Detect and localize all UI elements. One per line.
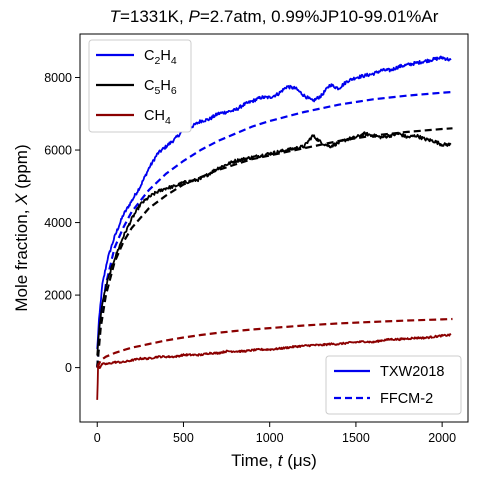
series-line bbox=[96, 55, 452, 350]
legend-subscript: 4 bbox=[171, 55, 177, 67]
legend-label: FFCM-2 bbox=[380, 391, 433, 407]
text-part: P bbox=[188, 7, 200, 26]
series-line bbox=[96, 317, 453, 369]
legend-subscript: 4 bbox=[165, 115, 171, 127]
y-tick-label: 2000 bbox=[44, 289, 72, 303]
y-tick-label: 0 bbox=[65, 361, 72, 375]
legend-label-part: H bbox=[160, 78, 170, 94]
x-axis-label: Time, t (μs) bbox=[231, 451, 317, 470]
series-line bbox=[96, 127, 453, 368]
text-part: X bbox=[12, 193, 31, 206]
y-tick-label: 6000 bbox=[44, 144, 72, 158]
x-tick-label: 1500 bbox=[342, 431, 370, 445]
series-layer bbox=[96, 55, 453, 400]
legend-label: C5H6 bbox=[144, 78, 177, 97]
legend-subscript: 5 bbox=[154, 85, 160, 97]
plot-frame bbox=[79, 33, 469, 423]
y-tick-label: 4000 bbox=[44, 216, 72, 230]
text-part: t bbox=[278, 451, 284, 470]
legend-label: C2H4 bbox=[144, 48, 177, 67]
text-part: (μs) bbox=[282, 451, 316, 470]
species-legend-frame bbox=[88, 39, 192, 133]
series-line bbox=[96, 333, 452, 400]
legend-label: CH4 bbox=[144, 108, 171, 127]
legend-subscript: 2 bbox=[154, 55, 160, 67]
legend-label-part: CH bbox=[144, 108, 165, 124]
text-part: (ppm) bbox=[12, 144, 31, 193]
style-legend: TXW2018 FFCM-2 bbox=[325, 355, 462, 415]
x-axis: 0 500 1000 1500 2000 bbox=[94, 422, 456, 445]
series-line bbox=[96, 131, 452, 356]
legend-label: TXW2018 bbox=[380, 364, 444, 380]
legend-label-part: H bbox=[160, 48, 170, 64]
text-part: =1331K, bbox=[120, 7, 189, 26]
text-part: Mole fraction, bbox=[12, 205, 31, 312]
x-tick-label: 500 bbox=[173, 431, 194, 445]
text-part: T bbox=[110, 7, 122, 26]
x-tick-label: 0 bbox=[94, 431, 101, 445]
legend-label-part: C bbox=[144, 78, 154, 94]
x-tick-label: 2000 bbox=[428, 431, 456, 445]
legend-label-part: C bbox=[144, 48, 154, 64]
y-axis-label: Mole fraction, X (ppm) bbox=[12, 144, 31, 311]
chart-title: T=1331K, P=2.7atm, 0.99%JP10-99.01%Ar bbox=[110, 7, 439, 26]
text-part: =2.7atm, 0.99%JP10-99.01%Ar bbox=[200, 7, 439, 26]
series-line bbox=[96, 90, 453, 368]
x-tick-label: 1000 bbox=[256, 431, 284, 445]
y-tick-label: 8000 bbox=[44, 71, 72, 85]
legend-subscript: 6 bbox=[171, 85, 177, 97]
text-part: Time, bbox=[231, 451, 278, 470]
y-axis: 0 2000 4000 6000 8000 bbox=[44, 71, 80, 375]
